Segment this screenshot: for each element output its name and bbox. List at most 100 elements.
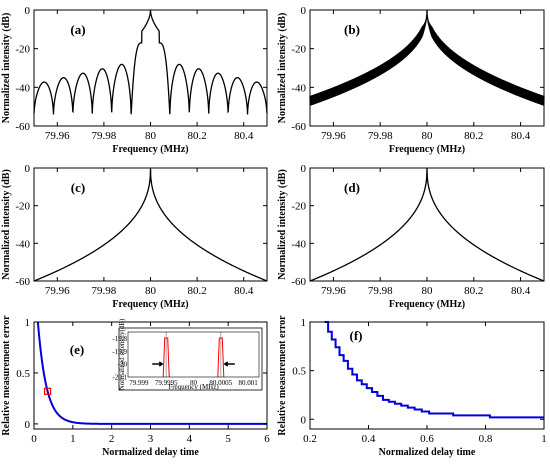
- x-tick-label: 79.98: [368, 130, 393, 142]
- x-tick-label: 1: [541, 433, 547, 445]
- x-tick-label: 5: [225, 433, 231, 445]
- chart-panel-b: 79.96 79.98 80 80.2 80.4 -60 -40 -20 0 Frequency …: [277, 5, 545, 155]
- inset-x-tick-label: 80.0005: [209, 379, 232, 387]
- inset-x-tick-label: 79.9995: [155, 379, 178, 387]
- chart-panel-d: 79.96 79.98 80 80.2 80.4 -60 -40 -20 0 Frequency …: [277, 163, 545, 310]
- x-tick-label: 80.2: [187, 130, 206, 142]
- data-marker: [43, 387, 52, 395]
- x-tick-label: 80: [145, 285, 157, 297]
- series-line-e: [36, 321, 267, 425]
- inset-box: [118, 327, 263, 391]
- y-tick-label: 1: [25, 317, 31, 329]
- panel-label: (f): [350, 328, 363, 343]
- y-tick-label: 0.5: [292, 366, 306, 378]
- x-tick-label: 80.2: [464, 285, 483, 297]
- x-tick-label: 6: [264, 433, 270, 445]
- panel-label: (d): [344, 180, 360, 195]
- plot-frame: [309, 321, 545, 430]
- x-tick-label: 79.96: [321, 130, 346, 142]
- panel-label: (c): [71, 180, 85, 195]
- y-tick-label: -60: [291, 121, 306, 133]
- y-axis-label: Normalized intensity (dB): [277, 169, 288, 280]
- y-axis-label: Relative measurement error: [1, 315, 12, 436]
- y-tick-label: -60: [15, 121, 30, 133]
- x-tick-label: 80.4: [511, 130, 531, 142]
- inset-y-tick-label: -20: [118, 361, 128, 369]
- x-tick-label: 79.96: [45, 130, 70, 142]
- x-tick-label: 80.4: [511, 285, 531, 297]
- x-axis-label: Normalized delay time: [379, 447, 476, 458]
- inset-x-axis-label: Frequency (MHz): [168, 383, 219, 391]
- y-tick-label: -20: [15, 44, 30, 56]
- y-tick-label: -20: [291, 201, 306, 213]
- y-axis-label: Normalized intensity (dB): [1, 169, 12, 280]
- y-tick-label: 0: [301, 414, 307, 426]
- y-axis-label: Normalized intensity (dB): [277, 13, 288, 124]
- inset-arrow-right: [152, 361, 164, 367]
- panel-label: (b): [344, 22, 360, 37]
- x-tick-label: 80: [422, 285, 434, 297]
- x-tick-label: 80.4: [234, 285, 254, 297]
- y-tick-label: -60: [291, 276, 306, 288]
- plot-frame: [33, 9, 268, 127]
- x-tick-label: 4: [187, 433, 193, 445]
- x-tick-label: 1: [70, 433, 76, 445]
- inset-y-axis-label: Normalized intensity(dB): [118, 318, 126, 390]
- x-tick-label: 79.96: [321, 285, 346, 297]
- x-tick-label: 2: [109, 433, 115, 445]
- series-line-f: [324, 321, 544, 419]
- x-tick-label: 79.96: [45, 285, 70, 297]
- y-tick-label: -40: [15, 82, 30, 94]
- x-tick-label: 0.4: [362, 433, 376, 445]
- chart-panel-e: 0 1 2 3 4 5 6 0 0.5 1 Normalized delay time Relativ…: [1, 315, 270, 458]
- x-tick-label: 80.2: [187, 285, 206, 297]
- x-axis-label: Frequency (MHz): [389, 299, 465, 310]
- panel-label: (e): [70, 342, 84, 357]
- chart-panel-f: 0.2 0.4 0.6 0.8 1 0 0.5 1 Normalized delay time R…: [277, 315, 547, 458]
- y-tick-label: -20: [15, 201, 30, 213]
- y-tick-label: 0: [25, 5, 31, 17]
- y-tick-label: 0: [301, 163, 307, 175]
- y-tick-label: 0: [301, 5, 307, 17]
- inset-y-tick-label: -20.1: [112, 374, 127, 382]
- y-tick-label: -40: [15, 238, 30, 250]
- x-tick-label: 0: [31, 433, 37, 445]
- inset-y-tick-label: -19.8: [112, 335, 127, 343]
- inset-peak-line: [162, 337, 170, 378]
- x-tick-label: 0.8: [479, 433, 493, 445]
- y-axis-label: Relative measurement error: [277, 315, 288, 436]
- y-tick-label: 0: [25, 163, 31, 175]
- y-tick-label: -40: [291, 238, 306, 250]
- chart-panel-c: 79.96 79.98 80 80.2 80.4 -60 -40 -20 0 Frequency …: [1, 163, 268, 310]
- inset-y-tick-label: -19.9: [112, 348, 127, 356]
- y-tick-label: 1: [301, 317, 307, 329]
- x-tick-label: 80.2: [464, 130, 483, 142]
- x-axis-label: Frequency (MHz): [112, 144, 188, 155]
- x-tick-label: 3: [148, 433, 154, 445]
- y-tick-label: -60: [15, 276, 30, 288]
- x-tick-label: 80: [145, 130, 157, 142]
- y-axis-label: Normalized intensity (dB): [1, 13, 12, 124]
- panel-label: (a): [70, 22, 85, 37]
- y-tick-label: 0: [25, 419, 31, 431]
- plot-frame: [33, 167, 268, 282]
- x-axis-label: Frequency (MHz): [389, 144, 465, 155]
- series-line-a: [33, 9, 268, 115]
- y-tick-label: -20: [291, 44, 306, 56]
- y-tick-label: 0.5: [16, 368, 30, 380]
- x-tick-label: 0.2: [303, 433, 317, 445]
- inset-arrow-left: [223, 361, 235, 367]
- inset-chart: 79.999 79.9995 80 80.0005 80.001 -20.1 -20 -19.…: [112, 318, 263, 391]
- x-tick-label: 80: [422, 130, 434, 142]
- inset-x-tick-label: 80: [190, 379, 198, 387]
- inset-frame: [127, 331, 260, 378]
- chart-panel-a: 79.96 79.98 80 80.2 80.4 -60 -40 -20 0 Frequency …: [1, 5, 268, 155]
- x-tick-label: 79.98: [92, 285, 117, 297]
- inset-peak-line: [217, 337, 225, 378]
- y-tick-label: -40: [291, 82, 306, 94]
- series-line-c: [33, 167, 268, 282]
- inset-x-tick-label: 79.999: [129, 379, 149, 387]
- inset-x-tick-label: 80.001: [238, 379, 258, 387]
- x-tick-label: 80.4: [234, 130, 254, 142]
